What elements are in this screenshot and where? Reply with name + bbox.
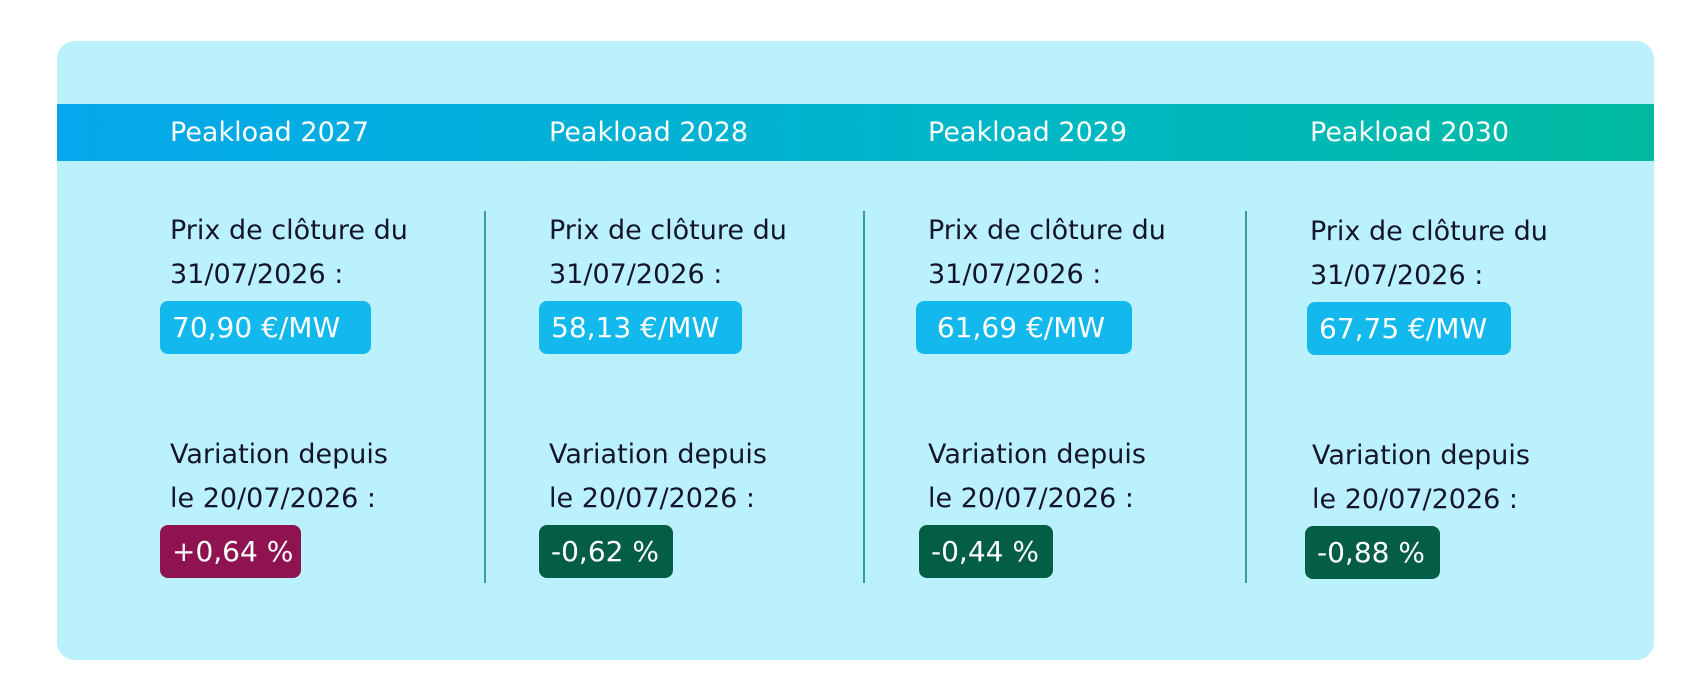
column-divider xyxy=(484,211,486,583)
column-title-2027: Peakload 2027 xyxy=(170,117,370,148)
price-label-line1: Prix de clôture du xyxy=(549,215,787,246)
column-divider xyxy=(863,211,865,583)
variation-label: Variation depuis le 20/07/2026 : xyxy=(549,433,767,521)
variation-label-line2: le 20/07/2026 : xyxy=(170,483,376,514)
variation-value-badge: +0,64 % xyxy=(160,525,301,578)
price-value-badge: 58,13 €/MW xyxy=(539,301,742,354)
column-title-2030: Peakload 2030 xyxy=(1310,117,1510,148)
price-label-line1: Prix de clôture du xyxy=(170,215,408,246)
variation-value-badge: -0,88 % xyxy=(1305,526,1440,579)
peakload-card: Peakload 2027 Peakload 2028 Peakload 202… xyxy=(57,41,1654,660)
variation-label: Variation depuis le 20/07/2026 : xyxy=(928,433,1146,521)
variation-label-line1: Variation depuis xyxy=(928,439,1146,470)
price-value-badge: 70,90 €/MW xyxy=(160,301,371,354)
variation-value-badge: -0,62 % xyxy=(539,525,673,578)
variation-label-line2: le 20/07/2026 : xyxy=(1312,484,1518,515)
price-label-line1: Prix de clôture du xyxy=(1310,216,1548,247)
column-divider xyxy=(1245,211,1247,583)
column-title-2029: Peakload 2029 xyxy=(928,117,1128,148)
header-bar: Peakload 2027 Peakload 2028 Peakload 202… xyxy=(57,104,1654,161)
variation-label: Variation depuis le 20/07/2026 : xyxy=(170,433,388,521)
variation-label: Variation depuis le 20/07/2026 : xyxy=(1312,434,1530,522)
variation-label-line1: Variation depuis xyxy=(1312,440,1530,471)
price-label-line2: 31/07/2026 : xyxy=(928,259,1102,290)
price-label-line1: Prix de clôture du xyxy=(928,215,1166,246)
column-title-2028: Peakload 2028 xyxy=(549,117,749,148)
price-label: Prix de clôture du 31/07/2026 : xyxy=(549,209,787,297)
variation-label-line2: le 20/07/2026 : xyxy=(928,483,1134,514)
price-label: Prix de clôture du 31/07/2026 : xyxy=(170,209,408,297)
variation-value-badge: -0,44 % xyxy=(919,525,1053,578)
price-value-badge: 67,75 €/MW xyxy=(1307,302,1511,355)
price-label-line2: 31/07/2026 : xyxy=(549,259,723,290)
price-label-line2: 31/07/2026 : xyxy=(170,259,344,290)
price-value-badge: 61,69 €/MW xyxy=(916,301,1132,354)
variation-label-line2: le 20/07/2026 : xyxy=(549,483,755,514)
variation-label-line1: Variation depuis xyxy=(549,439,767,470)
price-label: Prix de clôture du 31/07/2026 : xyxy=(928,209,1166,297)
price-label: Prix de clôture du 31/07/2026 : xyxy=(1310,210,1548,298)
price-label-line2: 31/07/2026 : xyxy=(1310,260,1484,291)
variation-label-line1: Variation depuis xyxy=(170,439,388,470)
